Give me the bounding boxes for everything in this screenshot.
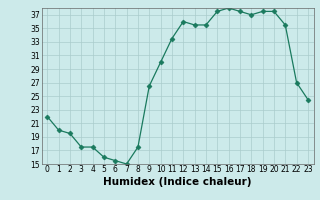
X-axis label: Humidex (Indice chaleur): Humidex (Indice chaleur)	[103, 177, 252, 187]
